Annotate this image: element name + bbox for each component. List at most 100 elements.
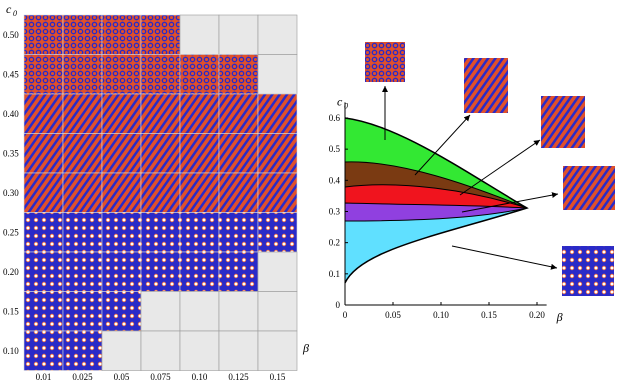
pattern-cell (101, 93, 142, 134)
arrows (382, 86, 559, 270)
x-tick-label: 0.20 (529, 310, 545, 320)
pattern-cell (101, 133, 142, 174)
x-tick-label: 0.10 (433, 310, 449, 320)
pattern-cell (218, 172, 259, 213)
pattern-cell (179, 54, 220, 95)
pattern-cell (23, 172, 64, 213)
empty-cell (140, 291, 181, 332)
y-tick-label: 0 (336, 300, 341, 310)
column-label: 0.05 (114, 372, 130, 382)
pattern-grid: 0.50 0.45 0.40 0.35 0.30 0.25 0.20 0.15 0.10 0.01… (3, 14, 298, 382)
pattern-cell (218, 133, 259, 174)
column-label: 0.125 (228, 372, 249, 382)
empty-cell (257, 54, 298, 95)
pattern-cell (257, 172, 298, 213)
pattern-cell (62, 330, 103, 371)
x-label: β (556, 310, 563, 324)
pattern-cell (257, 93, 298, 134)
pattern-cell (101, 172, 142, 213)
pattern-cell (257, 212, 298, 253)
x-tick-label: 0.05 (385, 310, 401, 320)
row-label: 0.10 (3, 346, 19, 356)
x-label: β (302, 341, 309, 355)
empty-cell (218, 291, 259, 332)
empty-cell (257, 14, 298, 55)
row-label: 0.20 (3, 267, 19, 277)
pattern-cell (140, 212, 181, 253)
pattern-cell (218, 54, 259, 95)
phase-regions (345, 118, 527, 283)
row-label: 0.40 (3, 109, 19, 119)
pattern-cell (23, 251, 64, 292)
empty-cell (257, 251, 298, 292)
pattern-cell (140, 54, 181, 95)
y-label: c (6, 2, 12, 16)
pattern-cell (62, 133, 103, 174)
pattern-cell (179, 133, 220, 174)
thumbnail (365, 42, 405, 82)
pattern-cell (179, 172, 220, 213)
empty-cell (101, 330, 142, 371)
row-label: 0.15 (3, 306, 19, 316)
empty-cell (257, 291, 298, 332)
x-tick-label: 0.15 (481, 310, 497, 320)
pattern-cell (23, 212, 64, 253)
y-tick-label: 0.3 (329, 206, 341, 216)
pattern-cell (140, 172, 181, 213)
row-label: 0.45 (3, 69, 19, 79)
pattern-cell (101, 251, 142, 292)
y-tick-label: 0.5 (329, 144, 341, 154)
pattern-cell (23, 14, 64, 55)
pattern-cell (62, 212, 103, 253)
pattern-cell (62, 251, 103, 292)
pattern-cell (101, 54, 142, 95)
pattern-cell (62, 93, 103, 134)
pattern-cell (101, 14, 142, 55)
pattern-cell (179, 93, 220, 134)
empty-cell (179, 330, 220, 371)
thumbnails (365, 42, 615, 296)
pattern-cell (62, 291, 103, 332)
pattern-cell (218, 212, 259, 253)
pattern-cell (140, 14, 181, 55)
column-label: 0.025 (72, 372, 93, 382)
pattern-cell (179, 251, 220, 292)
row-label: 0.35 (3, 148, 19, 158)
y-tick-label: 0.2 (329, 238, 340, 248)
empty-cell (218, 330, 259, 371)
y-tick-label: 0.4 (329, 175, 341, 185)
column-label: 0.01 (36, 372, 52, 382)
empty-cell (257, 330, 298, 371)
pattern-cell (140, 251, 181, 292)
pattern-cell (257, 133, 298, 174)
pattern-cell (140, 133, 181, 174)
pattern-cell (23, 93, 64, 134)
pattern-cell (23, 291, 64, 332)
pattern-cell (23, 330, 64, 371)
pattern-cell (218, 251, 259, 292)
empty-cell (218, 14, 259, 55)
y-label: c (337, 94, 343, 108)
row-label: 0.25 (3, 227, 19, 237)
thumbnail (541, 96, 585, 148)
column-label: 0.15 (270, 372, 286, 382)
empty-cell (179, 291, 220, 332)
y-label-sub: 0 (13, 9, 17, 18)
x-tick-label: 0 (343, 310, 348, 320)
empty-cell (140, 330, 181, 371)
row-label: 0.30 (3, 188, 19, 198)
thumbnail (562, 246, 614, 296)
pattern-cell (218, 93, 259, 134)
pattern-cell (23, 133, 64, 174)
pattern-cell (62, 14, 103, 55)
column-label: 0.10 (192, 372, 208, 382)
column-label: 0.075 (150, 372, 171, 382)
pattern-cell (140, 93, 181, 134)
pattern-cell (23, 54, 64, 95)
pattern-cell (179, 212, 220, 253)
pattern-cell (101, 291, 142, 332)
pattern-cell (101, 212, 142, 253)
pattern-cell (62, 54, 103, 95)
